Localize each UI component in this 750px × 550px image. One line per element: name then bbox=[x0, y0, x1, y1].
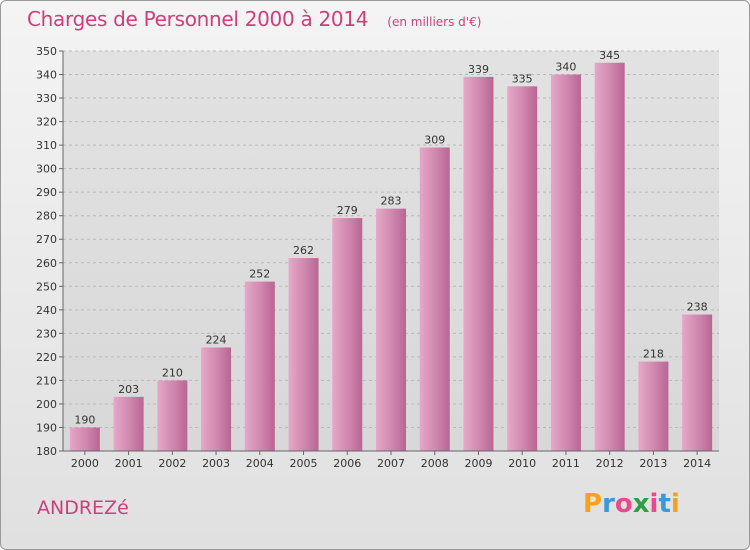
y-tick-label: 230 bbox=[36, 327, 57, 340]
bar-value-label: 283 bbox=[381, 195, 402, 208]
x-tick-label: 2012 bbox=[596, 457, 624, 470]
bar bbox=[463, 76, 494, 451]
y-tick-label: 210 bbox=[36, 374, 57, 387]
y-tick-label: 320 bbox=[36, 116, 57, 129]
y-tick-label: 300 bbox=[36, 163, 57, 176]
bar-value-label: 339 bbox=[468, 63, 489, 76]
bar bbox=[638, 361, 669, 451]
chart-title: Charges de Personnel 2000 à 2014 bbox=[27, 7, 369, 31]
bar-value-label: 203 bbox=[118, 383, 139, 396]
x-tick-label: 2014 bbox=[683, 457, 711, 470]
bar-value-label: 218 bbox=[643, 348, 664, 361]
proxiti-logo: Proxiti bbox=[583, 489, 680, 519]
x-tick-label: 2008 bbox=[421, 457, 449, 470]
y-tick-label: 330 bbox=[36, 92, 57, 105]
bar bbox=[157, 380, 188, 451]
x-tick-label: 2004 bbox=[246, 457, 274, 470]
y-tick-label: 190 bbox=[36, 421, 57, 434]
x-tick-label: 2013 bbox=[639, 457, 667, 470]
y-tick-label: 220 bbox=[36, 351, 57, 364]
x-tick-label: 2009 bbox=[464, 457, 492, 470]
bar-value-label: 190 bbox=[74, 413, 95, 426]
y-tick-label: 310 bbox=[36, 139, 57, 152]
bar-value-label: 309 bbox=[424, 133, 445, 146]
bar bbox=[244, 281, 275, 451]
x-tick-label: 2001 bbox=[115, 457, 143, 470]
y-tick-label: 280 bbox=[36, 210, 57, 223]
y-tick-label: 250 bbox=[36, 280, 57, 293]
y-tick-label: 350 bbox=[36, 45, 57, 58]
x-tick-label: 2010 bbox=[508, 457, 536, 470]
bar bbox=[550, 74, 581, 451]
bar-value-label: 238 bbox=[687, 301, 708, 314]
bar-value-label: 345 bbox=[599, 49, 620, 62]
bar-value-label: 224 bbox=[206, 333, 227, 346]
logo-letter: i bbox=[649, 489, 659, 519]
logo-letter: t bbox=[658, 489, 671, 519]
logo-letter: i bbox=[670, 489, 680, 519]
bar-value-label: 279 bbox=[337, 204, 358, 217]
y-tick-label: 290 bbox=[36, 186, 57, 199]
y-tick-label: 180 bbox=[36, 445, 57, 458]
y-tick-label: 340 bbox=[36, 69, 57, 82]
logo-letter: x bbox=[632, 489, 650, 519]
x-tick-label: 2002 bbox=[158, 457, 186, 470]
bar-value-label: 210 bbox=[162, 366, 183, 379]
bar-value-label: 335 bbox=[512, 72, 533, 85]
bar bbox=[69, 427, 100, 451]
logo-letter: P bbox=[583, 489, 603, 519]
bar bbox=[376, 208, 406, 451]
y-tick-label: 200 bbox=[36, 398, 57, 411]
bar bbox=[594, 62, 625, 451]
x-tick-label: 2000 bbox=[71, 457, 99, 470]
commune-name: ANDREZé bbox=[37, 497, 129, 519]
y-tick-label: 240 bbox=[36, 304, 57, 317]
bar bbox=[332, 218, 363, 451]
title-row: Charges de Personnel 2000 à 2014 (en mil… bbox=[27, 7, 481, 31]
logo-letter: o bbox=[614, 489, 633, 519]
bar bbox=[507, 86, 538, 451]
bar bbox=[113, 396, 144, 451]
x-tick-label: 2007 bbox=[377, 457, 405, 470]
chart-subtitle: (en milliers d'€) bbox=[387, 15, 482, 29]
bar-value-label: 340 bbox=[555, 61, 576, 74]
x-tick-label: 2005 bbox=[290, 457, 318, 470]
bar-value-label: 252 bbox=[249, 268, 270, 281]
x-tick-label: 2011 bbox=[552, 457, 580, 470]
logo-letter: r bbox=[602, 489, 615, 519]
x-tick-label: 2003 bbox=[202, 457, 230, 470]
y-tick-label: 260 bbox=[36, 257, 57, 270]
bar bbox=[419, 147, 450, 451]
bar bbox=[682, 314, 713, 451]
x-tick-label: 2006 bbox=[333, 457, 361, 470]
bar bbox=[288, 258, 319, 451]
bar bbox=[201, 347, 232, 451]
y-tick-label: 270 bbox=[36, 233, 57, 246]
bar-value-label: 262 bbox=[293, 244, 314, 257]
